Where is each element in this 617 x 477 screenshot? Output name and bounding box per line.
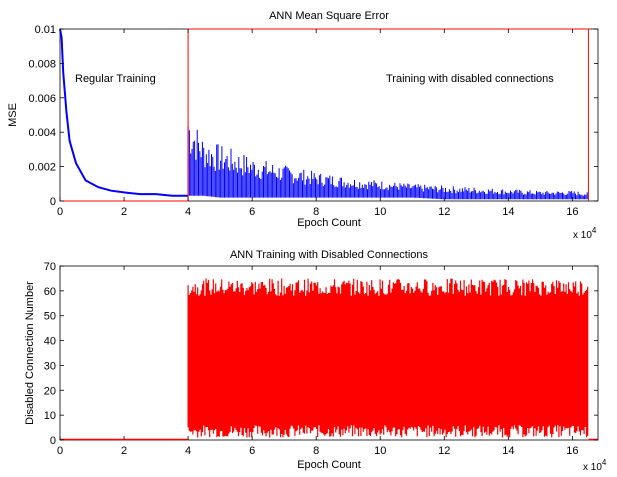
- mse-y-tick-label: 0.01: [35, 24, 56, 36]
- disabled-y-tick-label: 30: [44, 360, 56, 372]
- disabled-x-tick-label: 16: [566, 445, 578, 457]
- mse-x-tick-label: 2: [121, 206, 127, 218]
- mse-y-tick-label: 0.006: [28, 93, 56, 105]
- disabled-series-0: [187, 278, 589, 438]
- mse-x-tick-label: 14: [502, 206, 514, 218]
- disabled-y-tick-label: 40: [44, 336, 56, 348]
- mse-y-tick-label: 0.008: [28, 58, 56, 70]
- disabled-series-layer: [60, 278, 598, 441]
- disabled-x-exponent-power: 4: [602, 458, 607, 467]
- disabled-y-tick-label: 0: [50, 435, 56, 447]
- mse-annotation-disabled: Training with disabled connections: [386, 73, 554, 85]
- mse-y-tick-label: 0: [50, 196, 56, 208]
- mse-x-tick-label: 12: [438, 206, 450, 218]
- mse-x-exponent-base: x 10: [573, 230, 592, 241]
- disabled-x-tick-label: 8: [313, 445, 319, 457]
- mse-x-exponent-power: 4: [592, 226, 597, 235]
- disabled-x-tick-label: 0: [57, 445, 63, 457]
- mse-chart: ANN Mean Square Error 0 2 4 6 8 10 12 14 16 0 0.0…: [7, 10, 599, 241]
- mse-x-ticks: 0 2 4 6 8 10 12 14 16: [57, 29, 579, 218]
- mse-x-tick-label: 10: [374, 206, 386, 218]
- mse-x-tick-label: 16: [566, 206, 578, 218]
- disabled-x-exponent-base: x 10: [583, 462, 602, 473]
- disabled-x-tick-label: 10: [374, 445, 386, 457]
- disabled-x-tick-label: 6: [249, 445, 255, 457]
- disabled-x-exponent: x 104: [583, 458, 607, 473]
- disabled-x-tick-label: 14: [502, 445, 514, 457]
- disabled-x-tick-label: 4: [185, 445, 191, 457]
- mse-chart-title: ANN Mean Square Error: [269, 10, 389, 22]
- mse-x-tick-label: 0: [57, 206, 63, 218]
- mse-plot-area: [59, 28, 599, 202]
- disabled-chart-title: ANN Training with Disabled Connections: [230, 249, 429, 261]
- disabled-x-axis-label: Epoch Count: [297, 459, 361, 471]
- disabled-y-tick-label: 10: [44, 410, 56, 422]
- disabled-y-axis-label: Disabled Connection Number: [24, 281, 36, 425]
- mse-y-ticks: 0 0.002 0.004 0.006 0.008 0.01: [28, 24, 598, 208]
- disabled-y-tick-label: 70: [44, 261, 56, 273]
- mse-y-tick-label: 0.002: [28, 162, 56, 174]
- disabled-y-tick-label: 20: [44, 385, 56, 397]
- mse-x-tick-label: 8: [313, 206, 319, 218]
- disabled-x-ticks: 0 2 4 6 8 10 12 14 16: [57, 266, 579, 457]
- mse-x-tick-label: 6: [249, 206, 255, 218]
- disabled-connections-chart: ANN Training with Disabled Connections 0…: [24, 249, 607, 473]
- mse-series-0: [59, 28, 189, 197]
- disabled-y-tick-label: 60: [44, 286, 56, 298]
- mse-y-axis-label: MSE: [7, 103, 19, 127]
- disabled-x-tick-label: 2: [121, 445, 127, 457]
- disabled-x-tick-label: 12: [438, 445, 450, 457]
- disabled-y-tick-label: 50: [44, 311, 56, 323]
- disabled-y-ticks: 0 10 20 30 40 50 60 70: [44, 261, 598, 447]
- mse-x-exponent: x 104: [573, 226, 597, 241]
- mse-y-tick-label: 0.004: [28, 127, 56, 139]
- mse-annotation-regular: Regular Training: [75, 73, 156, 85]
- mse-x-tick-label: 4: [185, 206, 191, 218]
- mse-x-axis-label: Epoch Count: [297, 217, 361, 229]
